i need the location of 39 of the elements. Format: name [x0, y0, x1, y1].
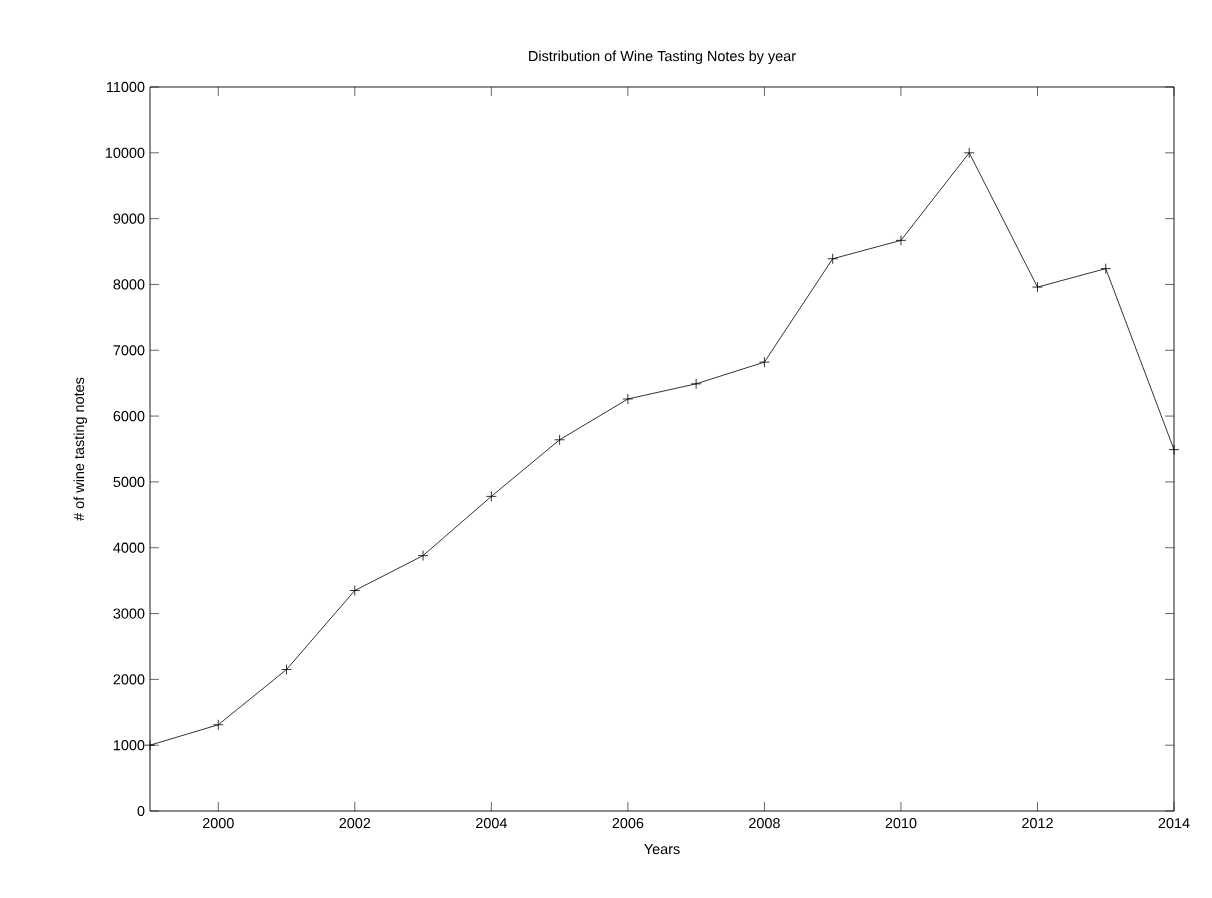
x-tick-label: 2006 [612, 818, 644, 829]
x-tick-label: 2002 [339, 818, 371, 829]
y-tick-label: 6000 [113, 410, 145, 422]
point [1168, 444, 1180, 456]
point [349, 585, 361, 596]
point [895, 234, 907, 246]
y-tick-label: 7000 [113, 345, 145, 356]
point [1032, 281, 1043, 293]
point [622, 393, 634, 405]
x-axis-title: Years [644, 844, 680, 855]
y-tick-label: 9000 [113, 213, 145, 224]
point [485, 490, 497, 502]
y-tick-label: 11000 [106, 81, 145, 93]
point [690, 378, 702, 390]
y-tick-label: 5000 [113, 476, 145, 488]
point [827, 253, 839, 265]
x-tick-label: 2012 [1022, 818, 1053, 829]
y-tick-label: 8000 [113, 279, 145, 290]
point [963, 147, 975, 159]
point [417, 550, 429, 562]
point [144, 739, 156, 751]
y-tick-label: 1000 [113, 740, 145, 751]
y-tick-label: 0 [137, 805, 145, 817]
y-axis-title: # of wine tasting notes [73, 377, 87, 521]
point [281, 664, 292, 675]
x-tick-label: 2010 [885, 818, 917, 829]
chart-title: Distribution of Wine Tasting Notes by year [529, 50, 796, 64]
point [554, 434, 566, 446]
y-tick-label: 3000 [113, 608, 145, 619]
y-tick-label: 2000 [113, 674, 145, 685]
point [212, 719, 224, 731]
x-tick-label: 2014 [1158, 818, 1190, 829]
point [759, 356, 770, 368]
x-tick-label: 2004 [476, 818, 507, 829]
x-tick-label: 2008 [749, 818, 780, 829]
point [1100, 263, 1112, 275]
x-tick-label: 2000 [202, 818, 234, 829]
y-tick-label: 4000 [113, 542, 145, 553]
y-tick-label: 10000 [105, 147, 145, 158]
